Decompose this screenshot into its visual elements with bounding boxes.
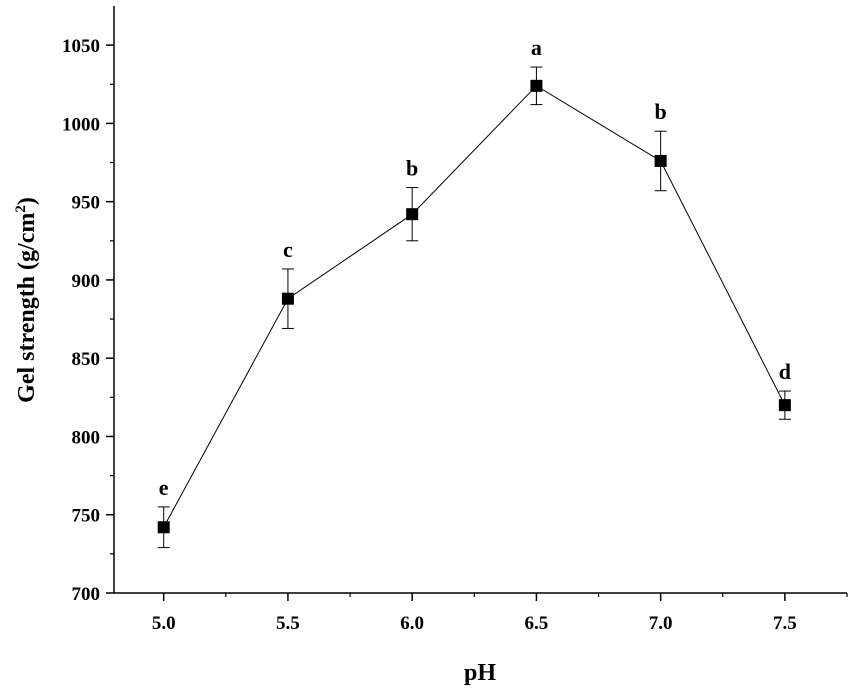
y-axis-title-close: ) bbox=[14, 197, 40, 205]
significance-letter: a bbox=[531, 35, 542, 60]
x-tick-label: 6.5 bbox=[525, 613, 549, 634]
data-point-marker bbox=[157, 521, 170, 534]
y-ticks: 700 750 800 850 900 950 1000 1050 bbox=[62, 36, 114, 605]
series-line-group bbox=[163, 85, 786, 528]
y-tick-label: 850 bbox=[72, 349, 101, 370]
y-axis-title-main: Gel strength (g/cm bbox=[14, 213, 40, 403]
x-tick-label: 5.0 bbox=[152, 613, 176, 634]
y-axis-title: Gel strength (g/cm2) bbox=[13, 197, 40, 403]
y-axis-title-superscript: 2 bbox=[13, 205, 29, 213]
y-tick-label: 700 bbox=[72, 584, 101, 605]
x-tick-label: 7.5 bbox=[773, 613, 797, 634]
x-tick-label: 5.5 bbox=[276, 613, 300, 634]
significance-letter: e bbox=[159, 475, 169, 500]
data-markers bbox=[157, 79, 791, 534]
significance-letter: b bbox=[406, 156, 418, 181]
data-point-marker bbox=[530, 79, 543, 92]
significance-letter: d bbox=[779, 359, 791, 384]
y-tick-label: 950 bbox=[72, 193, 101, 214]
significance-letters: e c b a b d bbox=[159, 35, 791, 500]
x-tick-label: 7.0 bbox=[649, 613, 673, 634]
x-tick-label: 6.0 bbox=[400, 613, 424, 634]
error-bars bbox=[157, 66, 791, 549]
significance-letter: c bbox=[283, 237, 293, 262]
significance-letter: b bbox=[655, 99, 667, 124]
y-tick-label: 800 bbox=[72, 427, 101, 448]
data-point-marker bbox=[281, 292, 294, 305]
axes bbox=[113, 6, 847, 594]
data-point-marker bbox=[406, 208, 419, 221]
y-tick-label: 1000 bbox=[62, 114, 100, 135]
y-tick-label: 1050 bbox=[62, 36, 100, 57]
x-axis-title: pH bbox=[464, 660, 496, 686]
y-tick-label: 900 bbox=[72, 271, 101, 292]
x-ticks: 5.0 5.5 6.0 6.5 7.0 7.5 bbox=[152, 593, 848, 634]
y-tick-label: 750 bbox=[72, 506, 101, 527]
data-point-marker bbox=[778, 399, 791, 412]
data-point-marker bbox=[654, 154, 667, 167]
series-line bbox=[163, 85, 786, 528]
